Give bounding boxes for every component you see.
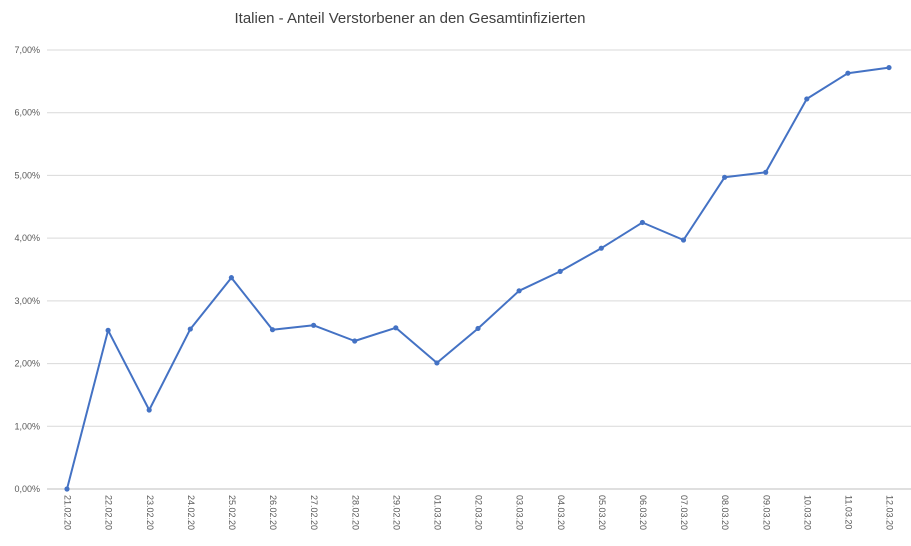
data-point xyxy=(680,237,687,243)
data-point xyxy=(475,325,481,332)
y-tick-label: 1,00% xyxy=(14,421,40,431)
data-point xyxy=(845,70,851,76)
data-point xyxy=(64,486,70,492)
x-tick-label: 11.03.20 xyxy=(844,495,854,529)
data-point xyxy=(598,245,604,251)
data-point xyxy=(516,288,522,294)
x-tick-label: 09.03.20 xyxy=(761,495,771,530)
data-point xyxy=(105,327,111,333)
data-point xyxy=(763,169,769,175)
data-point xyxy=(886,64,892,71)
x-tick-label: 06.03.20 xyxy=(638,495,648,530)
x-tick-label: 03.03.20 xyxy=(515,495,525,530)
x-tick-label: 10.03.20 xyxy=(802,495,812,530)
x-tick-label: 21.02.20 xyxy=(63,495,73,530)
y-tick-label: 4,00% xyxy=(14,233,40,243)
x-tick-label: 22.02.20 xyxy=(104,495,114,530)
x-tick-label: 08.03.20 xyxy=(720,495,730,530)
data-point xyxy=(804,96,810,102)
x-tick-label: 28.02.20 xyxy=(350,495,360,530)
data-point xyxy=(557,268,563,274)
x-tick-label: 23.02.20 xyxy=(145,495,155,530)
y-tick-label: 6,00% xyxy=(14,108,40,118)
data-point xyxy=(269,327,276,333)
x-tick-label: 24.02.20 xyxy=(186,495,196,530)
data-point xyxy=(722,174,728,180)
x-tick-label: 26.02.20 xyxy=(268,495,278,530)
x-tick-label: 29.02.20 xyxy=(391,495,401,530)
y-tick-label: 7,00% xyxy=(14,45,40,55)
data-point xyxy=(311,322,317,328)
x-tick-label: 27.02.20 xyxy=(309,495,319,530)
data-point xyxy=(639,219,646,226)
y-tick-label: 0,00% xyxy=(14,484,40,494)
data-point xyxy=(228,275,234,281)
x-tick-label: 07.03.20 xyxy=(679,495,689,530)
y-tick-label: 2,00% xyxy=(14,359,40,369)
x-tick-label: 05.03.20 xyxy=(597,495,607,530)
x-tick-label: 12.03.20 xyxy=(885,495,895,530)
data-point xyxy=(393,325,399,331)
y-tick-label: 5,00% xyxy=(14,170,40,180)
x-tick-label: 02.03.20 xyxy=(474,495,484,530)
data-point xyxy=(146,407,152,413)
x-tick-label: 04.03.20 xyxy=(556,495,566,530)
x-tick-label: 01.03.20 xyxy=(433,495,443,530)
y-tick-label: 3,00% xyxy=(14,296,40,306)
data-point xyxy=(187,326,193,332)
data-point xyxy=(352,338,358,344)
chart-title: Italien - Anteil Verstorbener an den Ges… xyxy=(234,10,586,27)
x-tick-label: 25.02.20 xyxy=(227,495,237,530)
data-point xyxy=(434,360,440,366)
